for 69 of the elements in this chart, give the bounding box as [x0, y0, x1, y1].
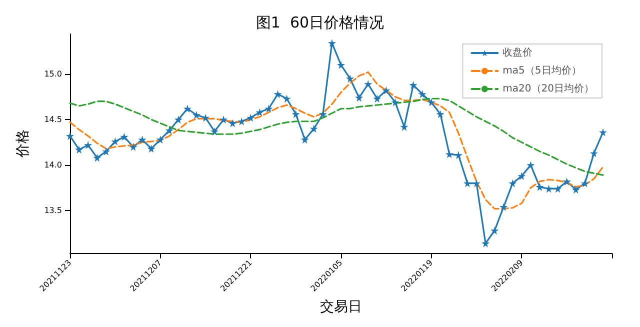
point: [210, 127, 219, 136]
point: [554, 184, 562, 193]
y-axis-title: 价格: [15, 130, 31, 159]
point: [111, 137, 120, 146]
point: [463, 179, 472, 188]
point: [562, 177, 571, 186]
point: [75, 146, 84, 154]
point: [572, 186, 580, 194]
x-axis-title: 交易日: [320, 299, 362, 315]
point: [598, 128, 607, 136]
point: [445, 150, 454, 158]
point: [238, 117, 246, 126]
point: [355, 94, 364, 102]
point: [373, 94, 382, 103]
point: [282, 94, 291, 103]
point: [174, 116, 182, 124]
point: [66, 132, 74, 140]
point: [202, 114, 210, 122]
y-tick-label: 15.0: [44, 70, 62, 79]
point: [346, 74, 354, 83]
point: [310, 124, 318, 133]
point: [93, 154, 102, 162]
point: [580, 179, 589, 188]
point: [490, 226, 499, 235]
point: [192, 111, 200, 120]
point: [102, 147, 110, 156]
legend-label: ma5（5日均价）: [502, 64, 582, 76]
point: [256, 108, 264, 116]
point: [246, 114, 255, 122]
point: [274, 90, 282, 98]
point: [264, 104, 273, 113]
point: [337, 60, 345, 69]
point: [400, 122, 408, 131]
point: [129, 142, 138, 151]
point: [364, 80, 372, 88]
point: [472, 179, 480, 188]
chart-title: 图1 60日价格情况: [256, 14, 384, 32]
point: [138, 136, 146, 144]
point: [409, 80, 418, 89]
point: [482, 239, 490, 248]
point: [84, 141, 92, 150]
point: [500, 202, 508, 211]
point: [292, 110, 300, 118]
point: [156, 136, 164, 144]
point: [427, 98, 436, 106]
point: [120, 132, 128, 141]
point: [382, 86, 390, 94]
point: [165, 126, 174, 134]
point: [526, 161, 535, 170]
point: [536, 182, 544, 191]
point: [590, 149, 598, 158]
point: [183, 104, 192, 113]
legend-label: 收盘价: [502, 46, 533, 58]
point: [318, 110, 327, 118]
point: [508, 179, 517, 188]
point: [228, 119, 237, 128]
y-tick-label: 14.0: [44, 160, 62, 170]
point: [300, 136, 309, 144]
legend-label: ma20（20日均价）: [502, 82, 594, 94]
point: [328, 39, 336, 48]
point: [391, 98, 400, 106]
point: [147, 144, 156, 153]
y-tick-label: 14.5: [44, 115, 62, 124]
point: [436, 110, 444, 118]
point: [220, 116, 228, 124]
y-tick-label: 13.5: [44, 206, 62, 216]
point: [518, 172, 526, 180]
point: [418, 90, 426, 98]
line-series: [69, 98, 604, 176]
